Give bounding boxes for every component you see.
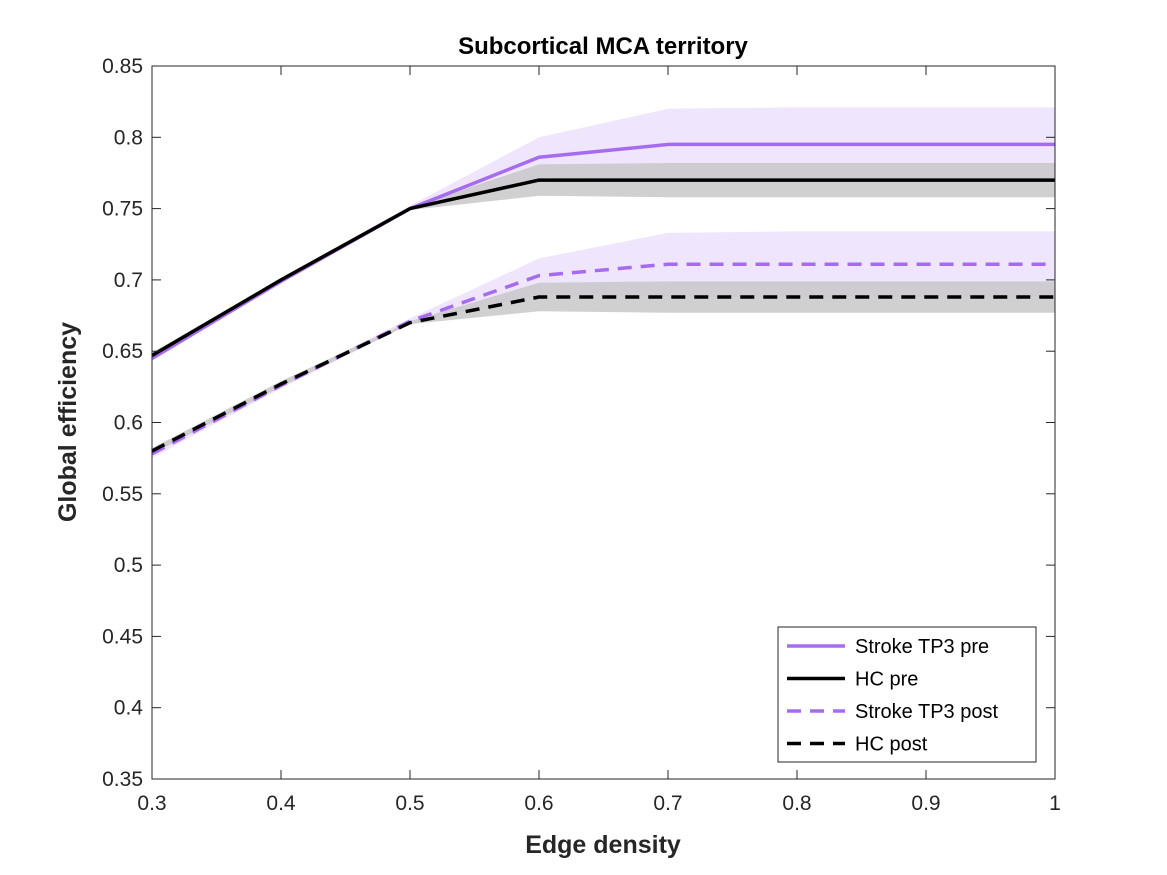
legend-label-2: Stroke TP3 post (855, 701, 998, 723)
legend-label-1: HC pre (855, 669, 918, 691)
legend: Stroke TP3 pre HC pre Stroke TP3 post HC po… (777, 626, 1037, 763)
series-lines (151, 142, 1055, 456)
series-line-3 (151, 295, 1055, 453)
y-tick-label: 0.35 (102, 768, 143, 791)
y-tick-label: 0.5 (114, 554, 143, 577)
y-tick-label: 0.55 (102, 483, 143, 506)
x-tick-label: 0.9 (911, 792, 940, 815)
y-axis-label: Global efficiency (54, 322, 82, 522)
y-tick-label: 0.8 (114, 126, 143, 149)
x-tick-label: 0.4 (266, 792, 296, 815)
x-tick-label: 1 (1049, 792, 1061, 815)
y-tick-label: 0.65 (102, 340, 143, 363)
x-tick-label: 0.5 (395, 792, 424, 815)
y-tick-label: 0.45 (102, 625, 143, 648)
confidence-bands (152, 107, 1055, 459)
x-tick-label: 0.6 (524, 792, 553, 815)
x-tick-label: 0.7 (653, 792, 682, 815)
y-tick-label: 0.75 (102, 198, 143, 221)
x-tick-label: 0.3 (137, 792, 166, 815)
y-axis-ticks: 0.35 0.4 0.45 0.5 0.55 0.6 0.65 0.7 0.75 0.8 0.85 (102, 55, 1055, 791)
legend-box (777, 626, 1037, 763)
y-tick-label: 0.85 (102, 55, 143, 78)
y-tick-label: 0.4 (114, 697, 144, 720)
x-axis-ticks: 0.3 0.4 0.5 0.6 0.7 0.8 0.9 1 (137, 66, 1061, 815)
legend-label-3: HC post (855, 734, 928, 756)
band-3 (152, 281, 1055, 454)
series-line-1 (151, 178, 1055, 357)
y-tick-label: 0.7 (114, 269, 143, 292)
band-1 (152, 162, 1055, 359)
x-axis-label: Edge density (525, 831, 681, 859)
y-tick-label: 0.6 (114, 412, 143, 435)
legend-label-0: Stroke TP3 pre (855, 636, 989, 658)
chart-title: Subcortical MCA territory (458, 33, 748, 60)
x-tick-label: 0.8 (782, 792, 811, 815)
